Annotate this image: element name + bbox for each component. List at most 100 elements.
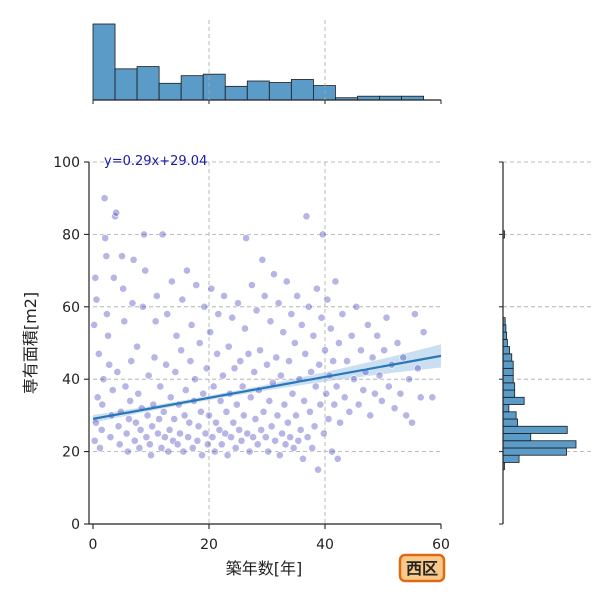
scatter-point xyxy=(329,357,338,365)
scatter-point xyxy=(179,447,188,456)
scatter-point xyxy=(310,422,319,431)
scatter-point xyxy=(105,360,114,369)
scatter-point xyxy=(335,339,343,347)
scatter-point xyxy=(264,447,273,456)
scatter-point xyxy=(263,360,271,369)
scatter-point xyxy=(176,429,184,438)
scatter-point xyxy=(274,299,283,308)
scatter-point xyxy=(199,389,208,398)
scatter-point xyxy=(357,346,365,355)
scatter-point xyxy=(223,451,232,460)
right-histogram-bar xyxy=(502,440,577,449)
scatter-point xyxy=(402,411,411,420)
scatter-point xyxy=(338,310,347,318)
scatter-point xyxy=(109,273,118,282)
scatter-point xyxy=(113,368,122,376)
scatter-point xyxy=(314,465,322,474)
scatter-point xyxy=(290,339,299,347)
scatter-point xyxy=(399,353,408,362)
right-histogram-bar xyxy=(502,411,517,420)
regression-line xyxy=(92,354,442,420)
scatter-point xyxy=(396,389,405,398)
scatter-point xyxy=(384,382,393,391)
scatter-point xyxy=(393,339,402,347)
scatter-point xyxy=(370,389,379,398)
scatter-point xyxy=(92,418,100,427)
scatter-point xyxy=(294,436,303,445)
scatter-point xyxy=(102,252,111,261)
scatter-point xyxy=(184,433,193,442)
top-histogram-bar xyxy=(202,73,226,101)
scatter-point xyxy=(144,371,153,380)
scatter-point xyxy=(283,418,292,427)
scatter-point xyxy=(352,302,361,311)
scatter-point xyxy=(292,411,300,420)
scatter-point xyxy=(373,331,382,340)
scatter-point xyxy=(142,433,151,442)
scatter-point xyxy=(278,429,286,438)
scatter-point xyxy=(141,266,150,275)
scatter-point xyxy=(377,397,386,405)
scatter-point xyxy=(234,299,242,308)
scatter-point xyxy=(328,447,336,456)
top-marginal-histogram xyxy=(92,20,442,104)
scatter-point xyxy=(94,349,103,358)
scatter-point xyxy=(366,411,375,420)
tick-labels: 0 20 40 60 0 20 40 60 80 100 xyxy=(53,155,450,553)
regression-equation-label: y=0.29x+29.04 xyxy=(104,154,207,169)
scatter-point xyxy=(187,320,196,329)
scatter-point xyxy=(265,397,274,405)
scatter-point xyxy=(115,440,124,449)
scatter-point xyxy=(170,415,179,423)
scatter-point xyxy=(158,230,167,239)
scatter-point xyxy=(127,357,136,365)
scatter-point xyxy=(428,393,437,402)
scatter-point xyxy=(224,342,233,351)
scatter-point xyxy=(161,433,169,442)
scatter-point xyxy=(215,425,224,434)
scatter-point xyxy=(166,393,175,402)
right-histogram-bar xyxy=(502,338,508,348)
scatter-point xyxy=(188,444,197,452)
scatter-point xyxy=(236,357,245,365)
scatter-point xyxy=(368,353,377,362)
top-histogram-bar xyxy=(180,75,204,101)
scatter-point xyxy=(315,360,324,369)
top-histogram-bar xyxy=(92,23,116,101)
scatter-point xyxy=(205,411,213,420)
scatter-point xyxy=(91,273,100,282)
scatter-point xyxy=(122,429,131,438)
scatter-point xyxy=(112,208,121,217)
scatter-point xyxy=(319,429,328,438)
scatter-point xyxy=(279,328,288,337)
scatter-point xyxy=(194,422,203,431)
scatter-point xyxy=(181,386,190,394)
right-histogram-bar xyxy=(502,425,568,434)
scatter-point xyxy=(324,415,333,423)
scatter-point xyxy=(143,411,152,420)
scatter-point xyxy=(354,400,363,409)
scatter-point xyxy=(343,357,351,365)
scatter-point xyxy=(185,418,194,427)
scatter-point xyxy=(154,429,162,438)
scatter-point xyxy=(282,277,291,286)
scatter-point xyxy=(171,368,180,376)
scatter-point xyxy=(256,346,264,355)
scatter-point xyxy=(121,382,130,391)
y-tick-label: 80 xyxy=(62,227,80,243)
scatter-point xyxy=(336,418,344,427)
scatter-point xyxy=(173,440,182,449)
scatter-point xyxy=(251,415,260,423)
scatter-point xyxy=(250,368,259,376)
top-histogram-bar xyxy=(224,85,248,101)
scatter-point xyxy=(332,382,341,391)
scatter-point xyxy=(180,411,189,420)
top-histogram-bar xyxy=(290,79,314,101)
scatter-point xyxy=(287,310,296,318)
scatter-point xyxy=(140,230,148,239)
scatter-point xyxy=(303,433,312,442)
scatter-point xyxy=(183,266,191,275)
scatter-point xyxy=(134,389,143,398)
scatter-point xyxy=(129,255,138,264)
scatter-point xyxy=(104,331,112,340)
